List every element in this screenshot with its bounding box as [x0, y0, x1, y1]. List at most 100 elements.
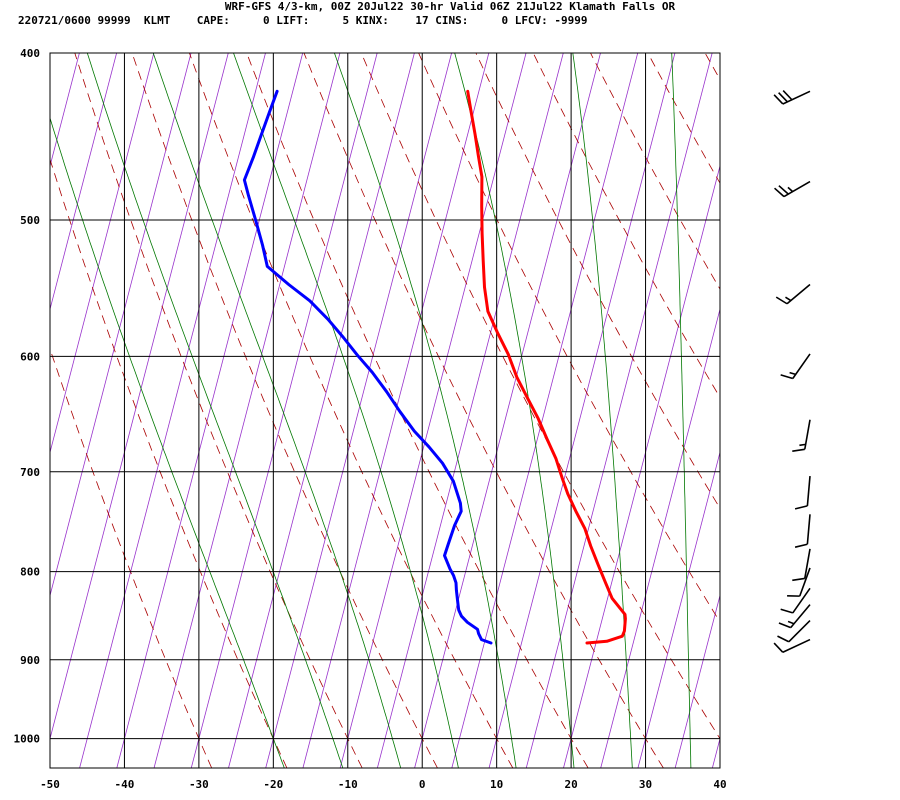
wind-barb-staff: [806, 475, 811, 506]
wind-barb: [777, 619, 811, 643]
wind-barb: [794, 475, 811, 510]
isotherm-line: [674, 593, 720, 768]
station-stats-line: 220721/0600 99999 KLMT CAPE: 0 LIFT: 5 K…: [18, 14, 588, 27]
isotherm-line: [376, 53, 564, 768]
isotherm-line: [228, 53, 415, 768]
isotherm-line: [0, 53, 5, 768]
wind-barb: [792, 419, 811, 452]
dry-adiabat-line: [590, 53, 720, 290]
wind-barb: [794, 514, 811, 548]
dry-adiabat-line: [418, 53, 720, 623]
moist-adiabat-line: [333, 53, 517, 768]
dry-adiabat-line: [189, 53, 514, 768]
dry-adiabat-line: [647, 53, 720, 184]
wind-barb: [780, 353, 811, 380]
isotherm-line: [488, 53, 676, 768]
moist-adiabat-line: [671, 53, 692, 768]
x-tick-label: -40: [115, 778, 135, 791]
y-tick-label: 500: [20, 214, 40, 227]
x-tick-label: -20: [263, 778, 283, 791]
isotherm-line: [50, 53, 229, 741]
wind-barb-staff: [782, 90, 811, 105]
wind-barb-staff: [792, 587, 811, 614]
isotherm-line: [339, 53, 527, 768]
wind-barb-feather: [773, 94, 784, 105]
isotherm-line: [50, 53, 117, 311]
isotherm-line: [190, 53, 378, 768]
wind-barb-staff: [782, 638, 811, 653]
wind-barb: [773, 90, 811, 105]
moist-adiabat-line: [572, 53, 633, 768]
dry-adiabat-line: [303, 53, 664, 768]
wind-barb-feather: [777, 635, 790, 643]
x-tick-label: 10: [490, 778, 503, 791]
axis-tick-labels: -50 -40 -30 -20 -10 0 10 20 30 40 400 500 600 700 800 9…: [14, 47, 727, 791]
isotherm-line: [600, 307, 720, 768]
y-tick-label: 900: [20, 654, 40, 667]
moist-adiabat-line: [750, 44, 754, 768]
isotherm-line: [302, 53, 490, 768]
dry-adiabat-line: [820, 53, 900, 768]
isotherm-line: [50, 53, 192, 598]
wind-barb: [773, 638, 811, 653]
isotherm-line: [451, 53, 639, 768]
y-tick-label: 400: [20, 47, 40, 60]
dry-adiabat-line: [877, 53, 900, 768]
dry-adiabat-line: [50, 158, 288, 768]
dry-adiabat-line: [246, 53, 589, 768]
wind-barb-feather: [794, 505, 808, 510]
isotherm-line: [824, 53, 900, 768]
moist-adiabat-line: [233, 53, 459, 768]
isotherm-line: [750, 53, 900, 768]
wind-barb-half-feather: [799, 443, 806, 447]
temperature-profile-line: [466, 89, 627, 645]
dry-adiabat-line: [74, 53, 363, 768]
data-series: [242, 89, 627, 645]
wind-barb-half-feather: [787, 620, 795, 625]
wind-barb: [780, 587, 811, 614]
isotherm-line: [116, 53, 304, 768]
x-tick-label: -10: [338, 778, 358, 791]
x-tick-label: -30: [189, 778, 209, 791]
moist-adiabat-line: [50, 116, 285, 768]
moist-adiabat-line: [152, 53, 402, 768]
dry-adiabat-line: [532, 53, 720, 399]
isotherm-line: [711, 737, 720, 768]
wind-barb-feather: [778, 92, 788, 103]
isotherm-line: [525, 53, 713, 768]
isotherm-line: [50, 53, 155, 454]
x-tick-label: 20: [564, 778, 577, 791]
wind-barb-feather: [794, 543, 808, 548]
wind-barb-staff: [804, 548, 811, 579]
x-tick-label: -50: [40, 778, 60, 791]
isotherm-line: [414, 53, 601, 768]
y-tick-label: 1000: [14, 733, 41, 746]
dry-adiabat-line: [704, 53, 720, 81]
x-tick-label: 30: [639, 778, 652, 791]
moist-adiabat-line: [86, 53, 344, 768]
wind-barb-staff: [788, 619, 811, 643]
isotherm-line: [637, 450, 720, 768]
wind-barb-feather: [774, 187, 785, 198]
y-tick-label: 600: [20, 350, 40, 363]
isotherm-line: [861, 53, 900, 768]
wind-barb-half-feather: [789, 371, 796, 376]
isotherm-line: [153, 53, 341, 768]
wind-barb: [792, 548, 811, 582]
wind-barb-feather: [780, 608, 794, 614]
dewpoint-profile-line: [242, 89, 493, 645]
wind-barb-half-feather: [785, 296, 792, 302]
x-tick-label: 40: [713, 778, 726, 791]
wind-barb: [774, 180, 811, 198]
dry-adiabat-line: [131, 53, 438, 768]
dry-adiabat-line: [762, 53, 900, 768]
wind-barb: [775, 283, 811, 305]
wind-barb-feather: [782, 90, 793, 101]
wind-barb-feather: [780, 374, 794, 380]
wind-barb-staff: [798, 567, 811, 597]
wind-barb-staff: [790, 604, 811, 629]
wind-barb-feather: [792, 577, 805, 582]
dry-adiabat-line: [360, 53, 720, 740]
wind-barb: [787, 567, 811, 597]
